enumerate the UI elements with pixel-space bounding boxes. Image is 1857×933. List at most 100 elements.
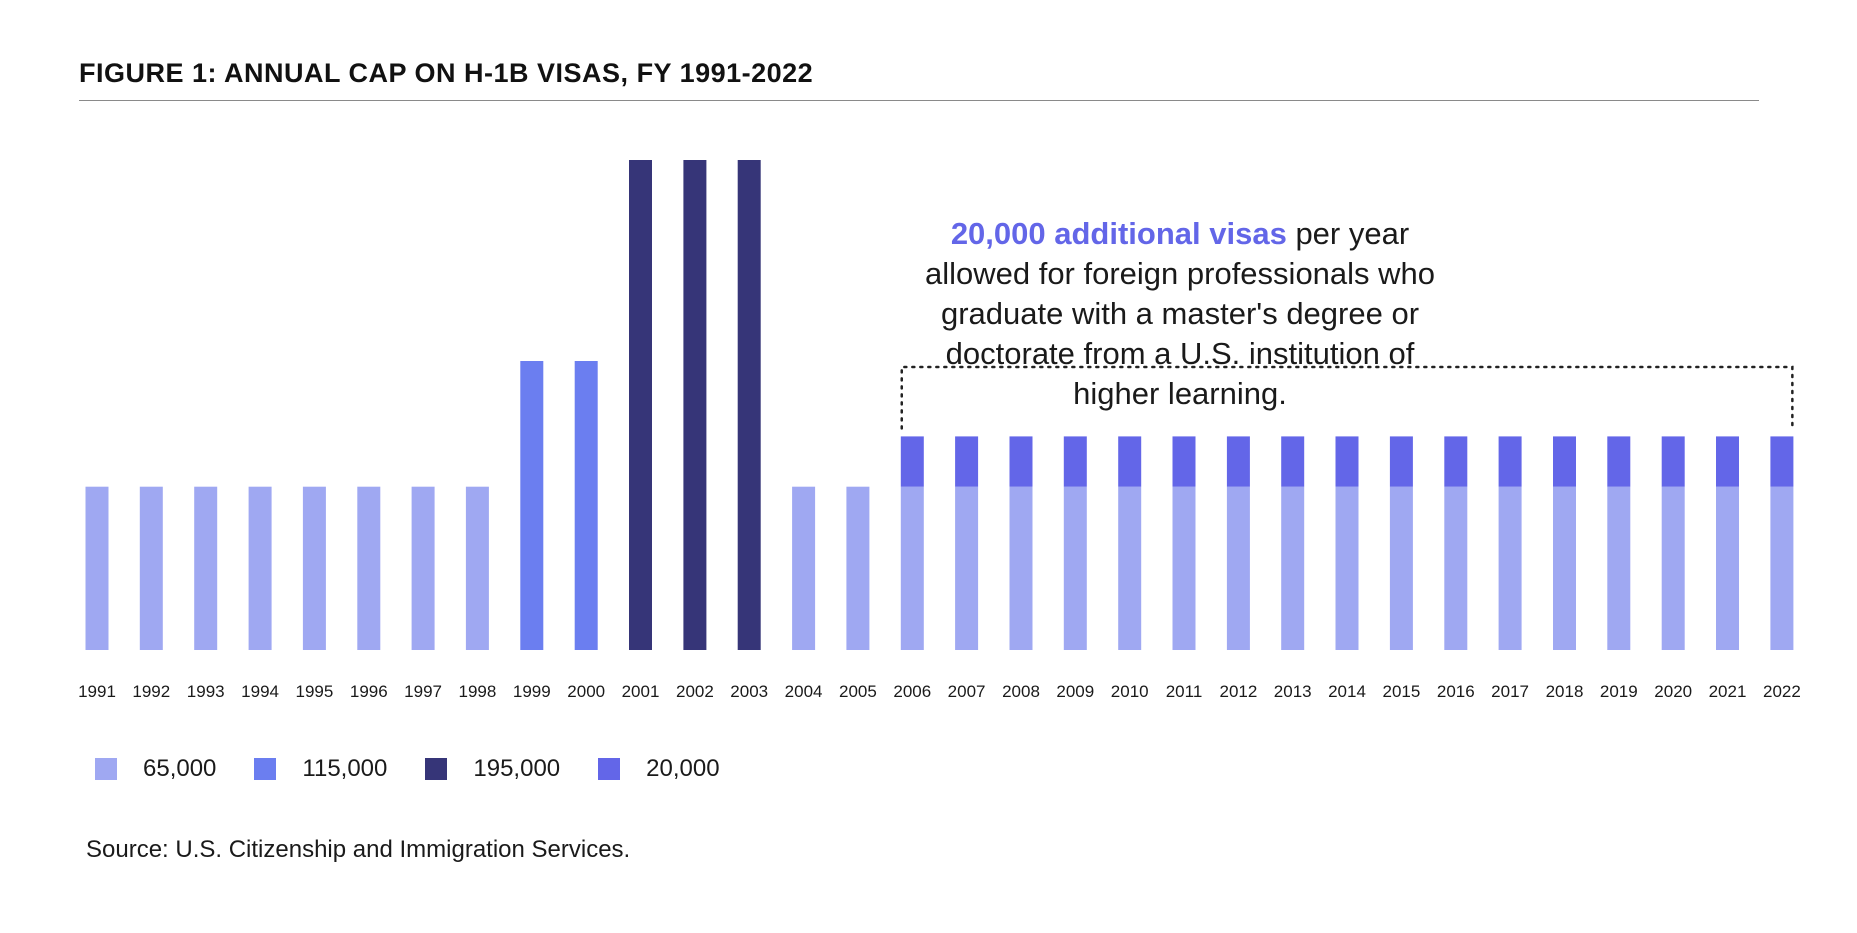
x-tick-label: 2008 [1002,682,1040,701]
bar-2007-series-0 [955,486,979,650]
x-tick-label: 2021 [1709,682,1747,701]
bar-2010-series-0 [1118,486,1142,650]
bar-1998-series-0 [465,486,489,650]
bar-2009-series-0 [1063,486,1087,650]
bar-1992-series-0 [139,486,163,650]
x-tick-label: 2018 [1546,682,1584,701]
bar-2008-series-0 [1009,486,1033,650]
bar-2020-series-0 [1661,486,1685,650]
x-tick-label: 1996 [350,682,388,701]
legend-swatch [254,758,277,780]
x-tick-label: 1994 [241,682,279,701]
legend-item: 115,000 [254,755,387,783]
x-tick-label: 1995 [295,682,333,701]
bar-2006-series-0 [900,486,924,650]
bar-2022-series-0 [1770,486,1794,650]
bar-2001-series-2 [629,160,652,650]
legend-item: 20,000 [598,755,720,783]
bar-2012-series-3 [1226,436,1250,487]
bar-1997-series-0 [411,486,435,650]
bar-2009-series-3 [1063,436,1087,487]
x-tick-label: 1992 [132,682,170,701]
legend-item: 195,000 [425,755,560,783]
x-tick-label: 2017 [1491,682,1529,701]
bar-1999-series-1 [520,361,544,650]
legend-swatch [95,758,117,780]
x-tick-label: 2010 [1111,682,1149,701]
bar-1993-series-0 [194,486,218,650]
x-tick-label: 2019 [1600,682,1638,701]
x-tick-label: 2000 [567,682,605,701]
x-tick-label: 2012 [1219,682,1257,701]
x-tick-label: 1999 [513,682,551,701]
legend-label: 20,000 [646,755,720,782]
bar-2006-series-3 [900,436,924,487]
x-tick-label: 2011 [1166,682,1203,701]
bar-1995-series-0 [302,486,326,650]
bar-2014-series-0 [1335,486,1359,650]
annotation-text: 20,000 additional visas per year allowed… [920,214,1440,414]
x-tick-label: 2004 [785,682,823,701]
bar-2011-series-3 [1172,436,1196,487]
x-tick-label: 1991 [78,682,116,701]
bar-2020-series-3 [1661,436,1685,487]
bar-2022-series-3 [1770,436,1794,487]
bar-2018-series-3 [1553,436,1576,487]
bar-1994-series-0 [248,486,272,650]
x-tick-label: 2001 [622,682,660,701]
x-tick-label: 2009 [1056,682,1094,701]
bar-2013-series-3 [1281,436,1305,487]
x-tick-label: 2022 [1763,682,1801,701]
bar-2014-series-3 [1335,436,1359,487]
bar-2000-series-1 [574,361,598,650]
bar-1996-series-0 [357,486,381,650]
legend-item: 65,000 [95,755,216,783]
bar-2005-series-0 [846,486,870,650]
bar-2016-series-3 [1444,436,1468,487]
legend-label: 65,000 [143,755,217,782]
legend-label: 195,000 [473,755,561,782]
x-tick-label: 1998 [458,682,496,701]
source-note: Source: U.S. Citizenship and Immigration… [86,836,631,863]
x-tick-label: 2002 [676,682,714,701]
annotation-highlight: 20,000 additional visas [950,216,1287,251]
legend-label: 115,000 [302,755,388,782]
bar-2017-series-3 [1498,436,1522,487]
title-divider [79,100,1759,101]
x-tick-label: 1993 [187,682,225,701]
x-tick-label: 2015 [1382,682,1420,701]
legend-swatch [425,758,448,780]
bar-1991-series-0 [85,486,109,650]
annotation-bracket [900,365,1794,430]
bar-2002-series-2 [683,160,707,650]
annotation-body: per year allowed for foreign professiona… [924,216,1436,411]
x-tick-label: 2007 [948,682,986,701]
x-tick-label: 2005 [839,682,877,701]
bar-2019-series-0 [1607,486,1631,650]
legend-swatch [598,758,621,780]
x-tick-label: 2006 [893,682,931,701]
bar-2012-series-0 [1226,486,1250,650]
x-tick-label: 2003 [730,682,768,701]
bar-2008-series-3 [1009,436,1033,487]
bar-2021-series-0 [1716,486,1739,650]
x-tick-label: 2020 [1654,682,1692,701]
bar-2013-series-0 [1281,486,1305,650]
bar-2015-series-0 [1389,486,1413,650]
chart-title: FIGURE 1: ANNUAL CAP ON H-1B VISAS, FY 1… [79,58,814,88]
bar-2021-series-3 [1716,436,1739,487]
x-tick-label: 1997 [404,682,442,701]
legend: 65,000 115,000 195,000 20,000 [95,754,758,784]
bar-2011-series-0 [1172,486,1196,650]
bar-2018-series-0 [1553,486,1576,650]
x-tick-label: 2014 [1328,682,1366,701]
bar-2004-series-0 [792,486,816,650]
bar-2007-series-3 [955,436,979,487]
bar-2003-series-2 [737,160,761,650]
bar-2015-series-3 [1389,436,1413,487]
bar-2017-series-0 [1498,486,1522,650]
bar-2019-series-3 [1607,436,1631,487]
x-tick-label: 2013 [1274,682,1312,701]
bar-2016-series-0 [1444,486,1468,650]
